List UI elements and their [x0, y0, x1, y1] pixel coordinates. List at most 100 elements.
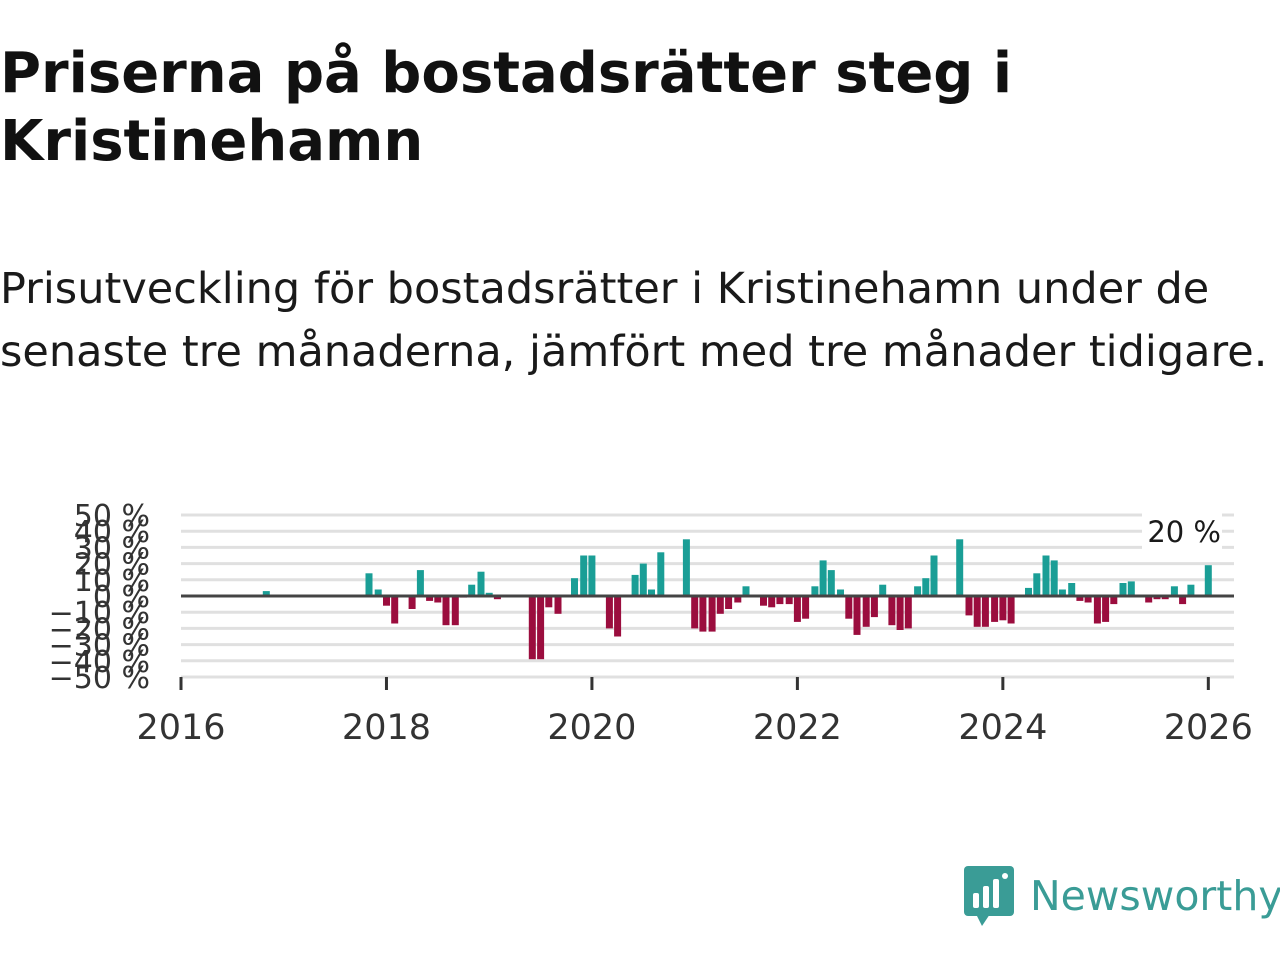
- bar: [1119, 583, 1127, 596]
- bar: [1076, 596, 1084, 601]
- bar: [485, 592, 493, 596]
- bar: [853, 596, 861, 635]
- bar: [708, 596, 716, 632]
- bar: [1161, 596, 1169, 600]
- bar: [1102, 596, 1110, 622]
- bar: [716, 596, 724, 614]
- bar: [991, 596, 999, 622]
- x-axis: 2016 2018 2020 2022 2024 2026: [136, 676, 1253, 748]
- bar: [965, 596, 973, 616]
- y-tick-label: −10 %: [49, 596, 150, 631]
- bar: [981, 596, 989, 627]
- bar: [922, 578, 930, 596]
- bar: [1093, 596, 1101, 624]
- bar: [999, 596, 1007, 621]
- bar: [416, 570, 424, 596]
- bar: [1110, 596, 1118, 605]
- bar: [1068, 583, 1076, 596]
- bar: [1204, 565, 1212, 596]
- bar: [1179, 596, 1187, 605]
- last-value-label-group: 20 %: [1142, 512, 1222, 550]
- bar: [768, 596, 776, 608]
- bars: [262, 539, 1212, 660]
- x-tick-label: 2024: [958, 708, 1047, 748]
- bar: [605, 596, 613, 629]
- last-value-label: 20 %: [1147, 515, 1221, 549]
- y-tick-label: −40 %: [49, 645, 150, 680]
- bar: [1084, 596, 1092, 603]
- bar: [374, 589, 382, 596]
- bar: [896, 596, 904, 630]
- bar: [493, 596, 501, 600]
- newsworthy-logo-icon: [964, 866, 1014, 926]
- bar: [793, 596, 801, 622]
- bar: [691, 596, 699, 629]
- chart-subtitle: Prisutveckling för bostadsrätter i Krist…: [0, 264, 1268, 377]
- y-axis-labels: −50 %−40 %−30 %−20 %−10 %0 %10 %20 %30 %…: [49, 499, 150, 696]
- bar: [1127, 581, 1135, 596]
- bar: [434, 596, 442, 603]
- x-tick-label: 2022: [753, 708, 842, 748]
- bar: [1187, 584, 1195, 596]
- bar: [888, 596, 896, 626]
- bar: [862, 596, 870, 627]
- bar: [657, 552, 665, 596]
- bar: [837, 589, 844, 596]
- bar: [930, 555, 938, 596]
- y-tick-label: 20 %: [74, 548, 150, 583]
- x-tick-label: 2020: [547, 708, 636, 748]
- y-tick-label: 10 %: [74, 564, 150, 599]
- bar: [648, 589, 655, 596]
- bar: [879, 584, 887, 596]
- bar: [1058, 589, 1066, 596]
- bar: [528, 596, 536, 660]
- y-tick-label: −30 %: [49, 629, 150, 664]
- y-tick-label: 50 %: [74, 499, 150, 534]
- bar: [1050, 560, 1058, 596]
- bar: [391, 596, 399, 624]
- bar: [442, 596, 450, 626]
- bar: [811, 586, 819, 596]
- bar: [1170, 586, 1178, 596]
- bar: [870, 596, 878, 618]
- bar: [408, 596, 416, 609]
- bar: [554, 596, 562, 614]
- x-tick-label: 2026: [1164, 708, 1253, 748]
- bar: [365, 573, 373, 596]
- chart-title: Priserna på bostadsrätter steg i Kristin…: [0, 41, 1013, 174]
- bar: [956, 539, 964, 596]
- bar: [426, 596, 434, 601]
- bar: [914, 586, 922, 596]
- bar: [631, 574, 639, 596]
- bar: [262, 591, 270, 596]
- bar: [819, 560, 827, 596]
- y-tick-label: −50 %: [49, 661, 150, 696]
- bar: [639, 563, 647, 596]
- bar: [827, 570, 835, 596]
- bar: [571, 578, 578, 596]
- bar: [1033, 573, 1041, 596]
- bar: [614, 596, 622, 637]
- bar: [1042, 555, 1050, 596]
- y-tick-label: 30 %: [74, 531, 150, 566]
- bar: [760, 596, 767, 606]
- y-tick-label: −20 %: [49, 612, 150, 647]
- y-tick-label: 40 %: [74, 515, 150, 550]
- bar: [742, 586, 750, 596]
- bar: [1145, 596, 1153, 603]
- bar-chart: −50 %−40 %−30 %−20 %−10 %0 %10 %20 %30 %…: [49, 499, 1253, 748]
- bar: [904, 596, 912, 629]
- bar: [588, 555, 596, 596]
- x-tick-label: 2016: [136, 708, 225, 748]
- last-value-label-bg: [1142, 512, 1222, 550]
- bar: [699, 596, 707, 632]
- bar: [545, 596, 553, 608]
- bar: [682, 539, 690, 596]
- newsworthy-logo: Newsworthy: [964, 864, 1280, 928]
- bar: [725, 596, 733, 609]
- bar: [845, 596, 853, 619]
- bar: [468, 584, 476, 596]
- bar: [451, 596, 459, 626]
- bar: [776, 596, 784, 605]
- y-tick-label: 0 %: [93, 580, 150, 615]
